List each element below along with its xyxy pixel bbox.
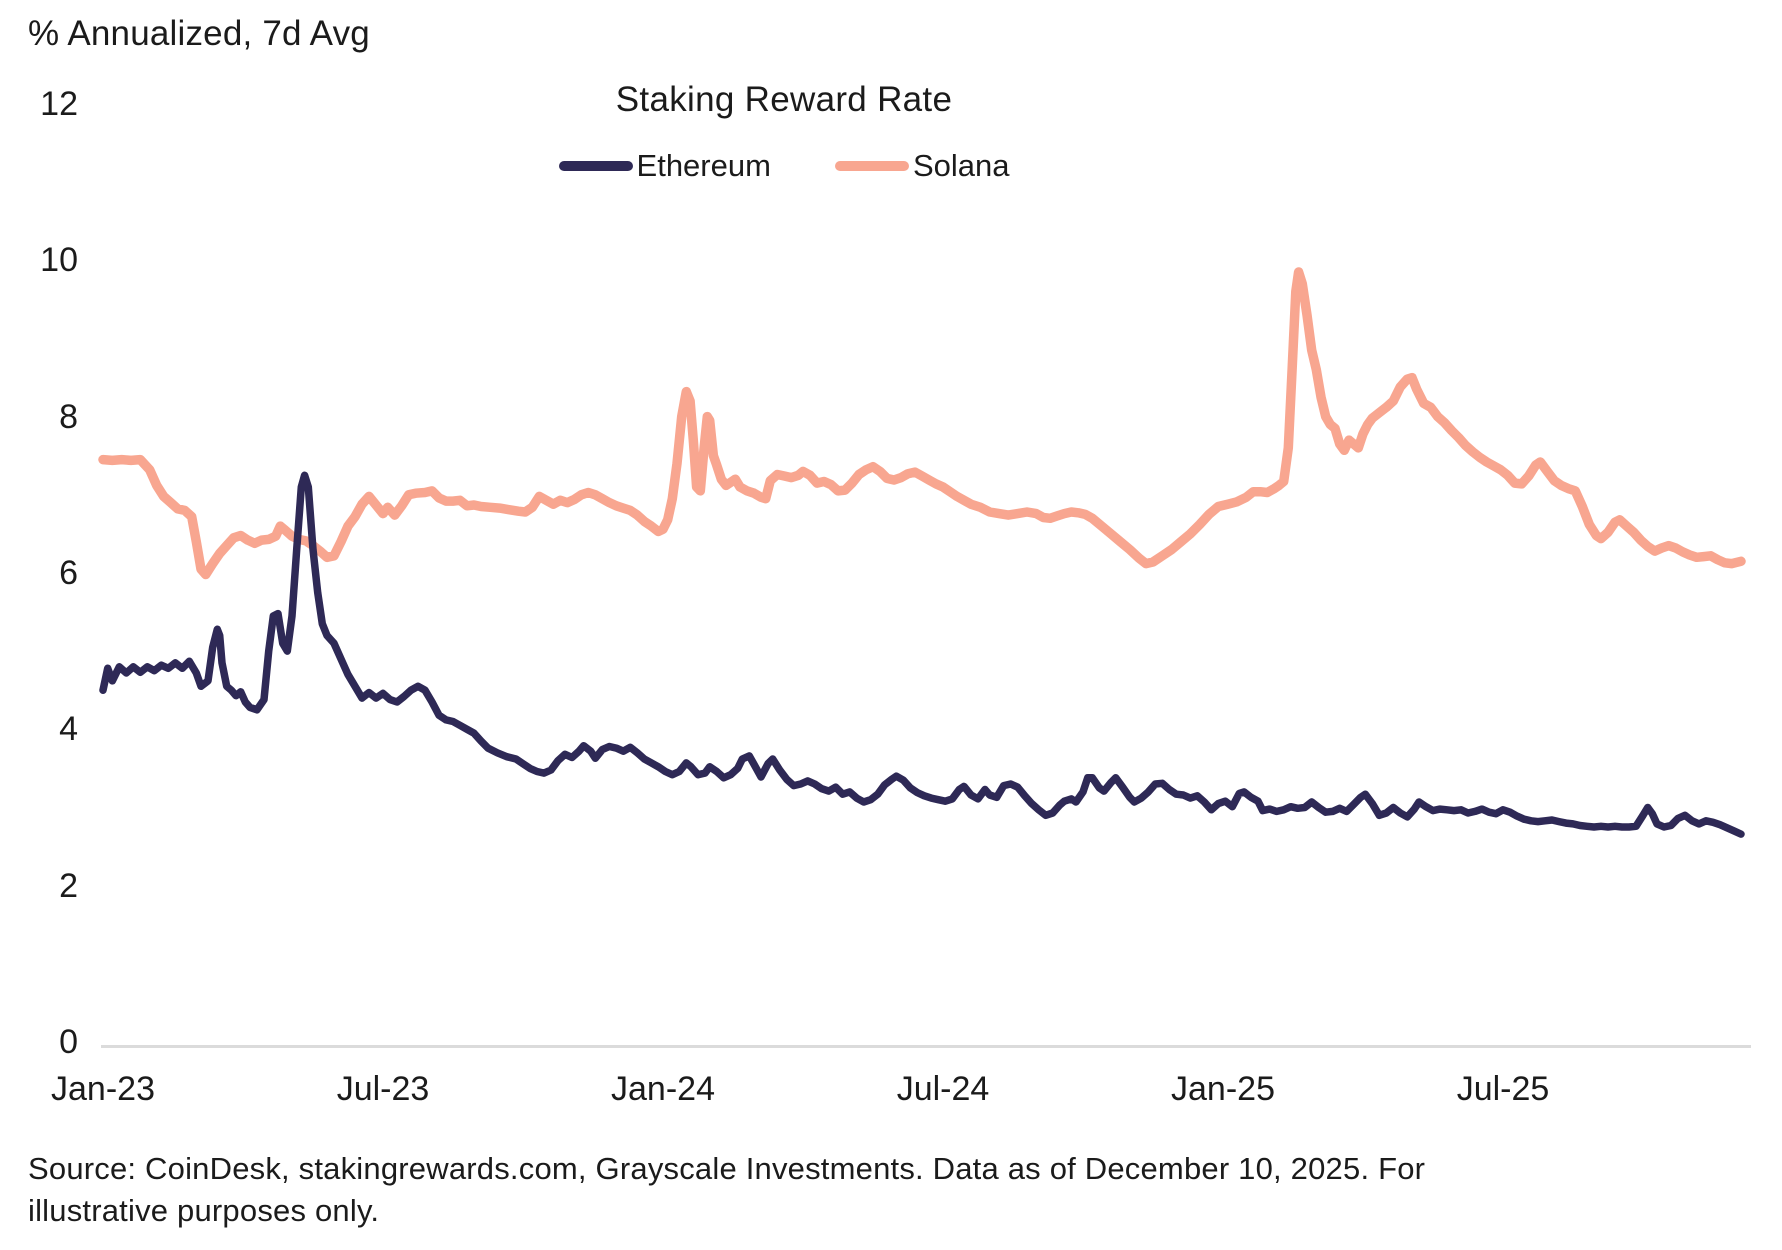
legend-label-solana: Solana xyxy=(912,148,1010,183)
y-tick-label: 12 xyxy=(40,84,78,123)
x-tick-label: Jan-23 xyxy=(51,1070,155,1108)
x-axis-line xyxy=(101,1045,1751,1048)
y-tick-label: 0 xyxy=(59,1023,78,1061)
legend: Ethereum Solana xyxy=(0,148,1568,184)
x-tick-label: Jul-24 xyxy=(896,1070,990,1108)
x-tick-label: Jul-23 xyxy=(336,1070,430,1108)
y-tick-label: 6 xyxy=(59,553,78,592)
x-tick-label: Jan-25 xyxy=(1171,1070,1275,1108)
legend-item-ethereum: Ethereum xyxy=(558,148,771,184)
y-tick-label: 8 xyxy=(59,397,78,436)
source-note: Source: CoinDesk, stakingrewards.com, Gr… xyxy=(28,1151,1426,1228)
y-tick-label: 2 xyxy=(59,866,78,905)
x-tick-label: Jul-25 xyxy=(1456,1070,1550,1108)
legend-label-ethereum: Ethereum xyxy=(636,148,771,183)
solana-line-swatch xyxy=(834,161,909,171)
ethereum-line-swatch xyxy=(558,161,633,171)
solana-series-line xyxy=(98,267,1746,580)
y-tick-label: 4 xyxy=(59,710,78,749)
y-axis-unit-label: % Annualized, 7d Avg xyxy=(28,14,370,53)
chart-title: Staking Reward Rate xyxy=(615,80,953,119)
y-tick-label: 10 xyxy=(40,241,78,280)
x-tick-label: Jan-24 xyxy=(611,1070,715,1108)
ethereum-series-line xyxy=(99,471,1745,838)
legend-item-solana: Solana xyxy=(834,148,1010,184)
